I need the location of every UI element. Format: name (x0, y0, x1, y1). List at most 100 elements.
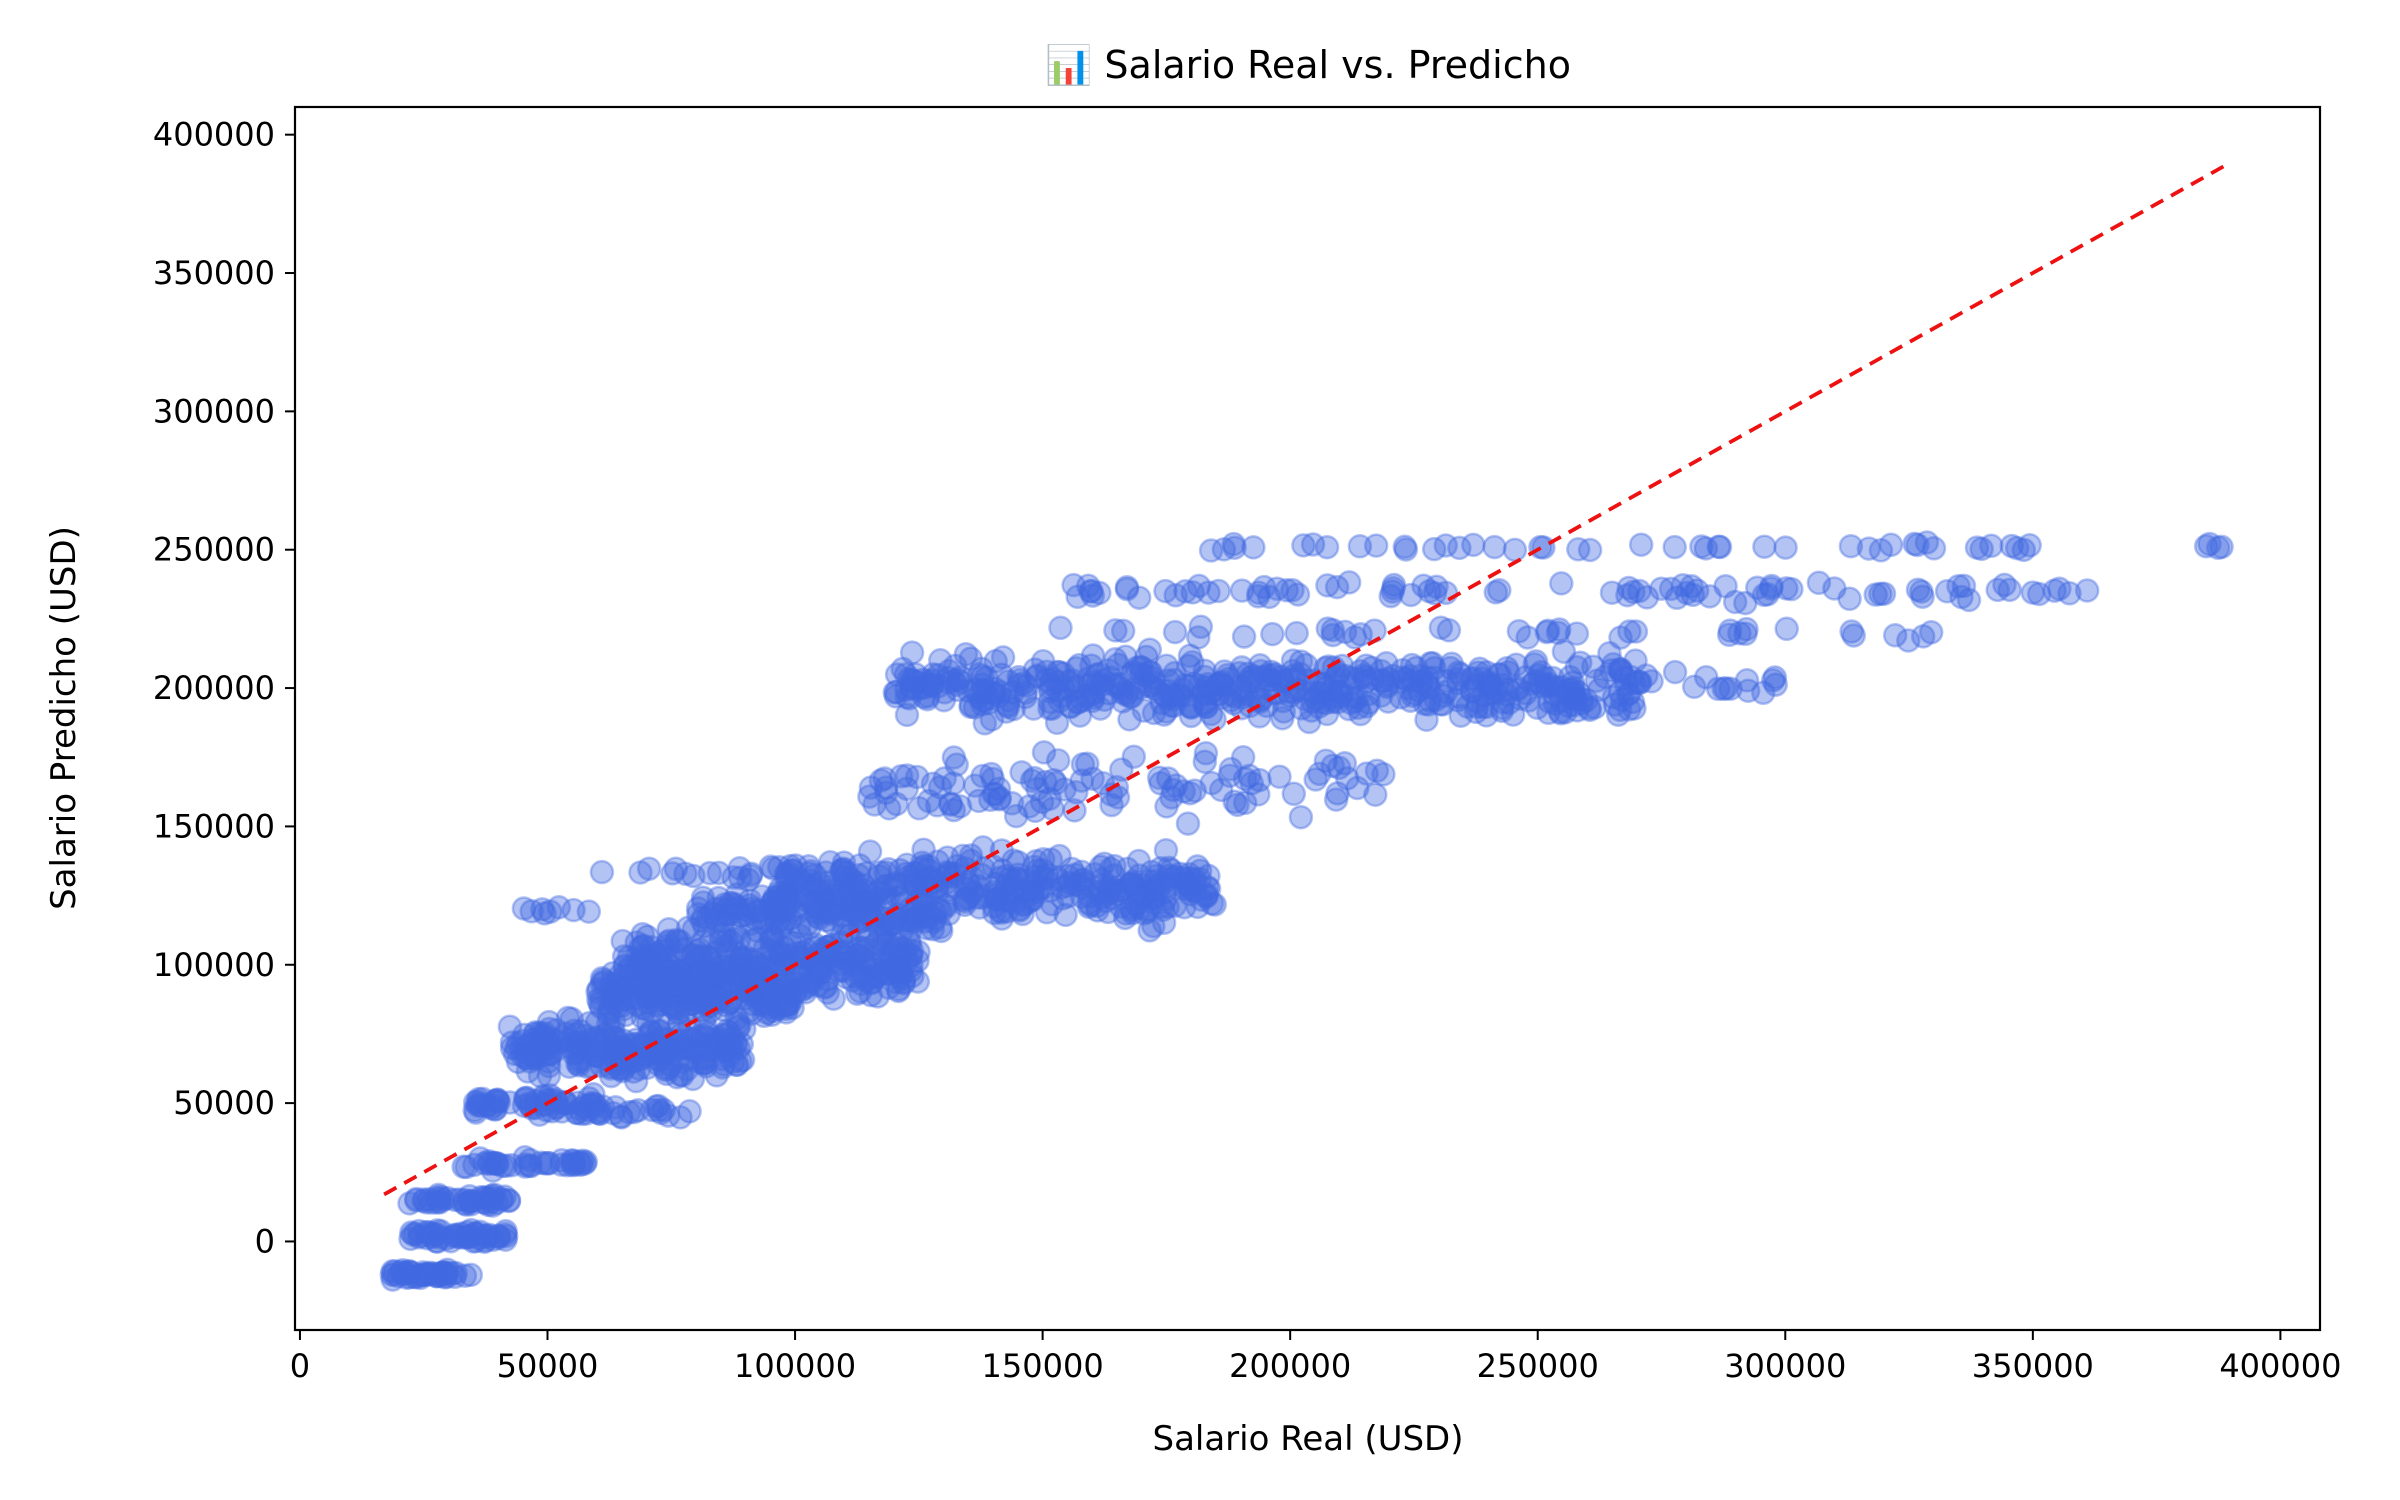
x-tick-label: 200000 (1229, 1347, 1351, 1385)
scatter-point (1076, 894, 1102, 920)
scatter-point (472, 1228, 498, 1253)
scatter-point (639, 1097, 665, 1123)
scatter-point (570, 1030, 595, 1055)
scatter-point (1241, 535, 1266, 560)
scatter-point (385, 1263, 411, 1289)
scatter-point (565, 1031, 590, 1057)
scatter-point (557, 1054, 582, 1079)
scatter-point (680, 1026, 705, 1052)
scatter-point (452, 1187, 477, 1213)
scatter-point (884, 662, 910, 687)
scatter-point (576, 1085, 602, 1111)
scatter-point (402, 1221, 428, 1247)
scatter-point (459, 1188, 484, 1214)
scatter-point (570, 1148, 595, 1174)
scatter-point (1997, 577, 2022, 603)
scatter-point (391, 1261, 417, 1286)
scatter-point (478, 1095, 504, 1121)
scatter-point (424, 1229, 449, 1254)
scatter-point (416, 1219, 441, 1245)
scatter-point (493, 1227, 518, 1252)
scatter-point (1248, 658, 1274, 684)
scatter-point (1601, 652, 1626, 677)
scatter-point (425, 1222, 450, 1247)
scatter-point (467, 1219, 493, 1245)
x-axis: 0 50000 100000 150000 200000 250000 300000 3500… (290, 1330, 2341, 1385)
scatter-point (691, 1045, 717, 1071)
scatter-point (560, 1152, 585, 1178)
scatter-point (532, 1151, 558, 1176)
scatter-point (1822, 576, 1847, 601)
scatter-point (410, 1260, 436, 1285)
scatter-point (512, 1154, 538, 1179)
scatter-point (382, 1259, 407, 1284)
scatter-point (1549, 571, 1574, 596)
scatter-point (457, 1189, 482, 1215)
scatter-point (545, 1029, 570, 1055)
scatter-point (397, 1264, 422, 1290)
scatter-point (412, 1187, 437, 1212)
scatter-point (455, 1219, 480, 1245)
scatter-point (947, 794, 973, 819)
y-tick-label: 300000 (153, 392, 275, 430)
scatter-point (1428, 615, 1454, 640)
scatter-point (709, 1028, 735, 1054)
scatter-point (720, 1036, 745, 1061)
scatter-point (611, 944, 637, 969)
scatter-point (663, 856, 689, 882)
scatter-point (1325, 781, 1350, 806)
scatter-point (510, 1028, 535, 1054)
scatter-point (1735, 678, 1761, 703)
scatter-point (463, 1100, 489, 1125)
scatter-point (489, 1187, 515, 1212)
scatter-point (415, 1261, 440, 1287)
scatter-point (1288, 804, 1314, 830)
scatter-point (417, 1187, 442, 1212)
scatter-point (592, 1023, 618, 1048)
scatter-point (581, 1026, 606, 1052)
scatter-point (534, 1088, 559, 1113)
scatter-point (523, 1021, 548, 1047)
scatter-point (581, 1082, 606, 1107)
scatter-point (682, 1027, 708, 1053)
scatter-point (526, 1042, 551, 1067)
scatter-point (419, 1261, 445, 1287)
scatter-point (559, 1006, 584, 1032)
scatter-point (517, 1153, 542, 1178)
scatter-point (623, 1068, 649, 1094)
scatter-point (1280, 658, 1306, 684)
scatter-point (475, 1186, 500, 1212)
scatter-point (1312, 691, 1338, 716)
scatter-point (676, 1046, 701, 1071)
scatter-point (722, 1031, 748, 1057)
scatter-point (428, 1219, 454, 1244)
scatter-point (426, 1263, 452, 1288)
scatter-point (435, 1185, 460, 1211)
scatter-point (444, 1222, 470, 1248)
scatter-point (1079, 578, 1104, 604)
scatter-point (1474, 660, 1499, 685)
scatter-point (418, 1223, 443, 1249)
scatter-point (566, 1053, 592, 1078)
scatter-point (1346, 695, 1371, 720)
y-axis-label: Salario Predicho (USD) (44, 526, 84, 910)
scatter-point (521, 1027, 547, 1052)
scatter-point (1169, 865, 1195, 890)
scatter-point (528, 1150, 554, 1176)
scatter-point (397, 1258, 422, 1284)
scatter-point (636, 856, 662, 881)
scatter-point (704, 1031, 730, 1056)
scatter-point (391, 1261, 416, 1286)
scatter-point (458, 1192, 484, 1217)
scatter-point (605, 1039, 631, 1064)
scatter-point (563, 1034, 588, 1059)
scatter-point (729, 1031, 755, 1057)
scatter-points (379, 530, 2234, 1292)
scatter-point (496, 1188, 522, 1214)
scatter-point (1434, 668, 1459, 694)
scatter-point (424, 1263, 450, 1289)
scatter-point (1193, 694, 1219, 719)
scatter-point (567, 1149, 592, 1175)
scatter-point (1332, 619, 1358, 645)
scatter-point (1363, 782, 1388, 807)
